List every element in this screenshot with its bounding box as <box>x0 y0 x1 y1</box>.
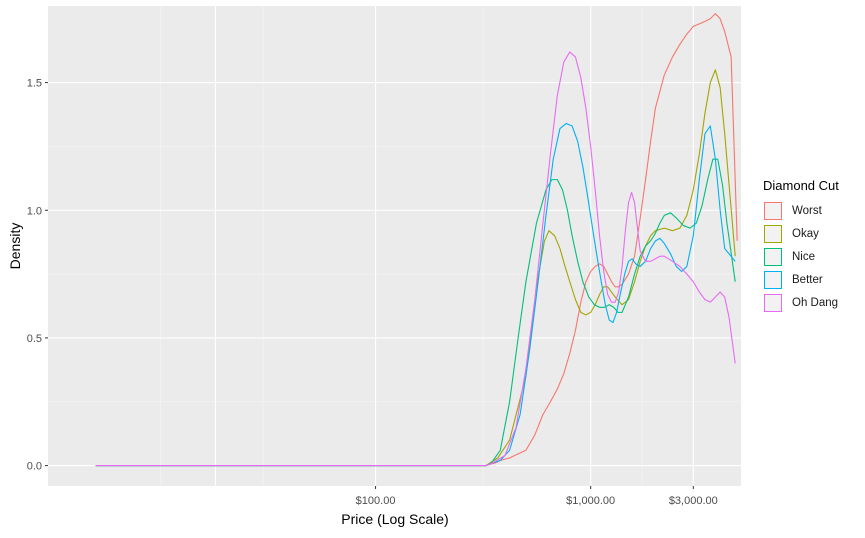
series-line-worst <box>95 13 738 467</box>
legend-item: Nice <box>763 245 863 268</box>
legend-items: Worst Okay Nice Better Oh Dang <box>763 199 863 314</box>
series-line-okay <box>95 69 736 467</box>
series-line-better <box>95 122 736 467</box>
plot-panel <box>48 6 741 486</box>
legend-label: Worst <box>792 204 822 217</box>
y-axis-title: Density <box>7 223 23 270</box>
grid-layer <box>48 6 741 486</box>
legend-label: Oh Dang <box>792 296 839 309</box>
legend: Diamond Cut Worst Okay Nice Better Oh Dang <box>763 178 863 314</box>
series-line-nice <box>95 158 736 467</box>
x-axis-title: Price (Log Scale) <box>341 511 448 527</box>
legend-item: Oh Dang <box>763 291 863 314</box>
legend-key <box>764 224 782 243</box>
x-tick-label: $1,000.00 <box>566 495 615 507</box>
y-tick-label: 0.0 <box>27 461 42 473</box>
axis-layer: 0.0 0.5 1.0 1.5 $100.00 $1,000.00 $3,000.00 <box>27 78 718 507</box>
x-tick-label: $100.00 <box>356 495 396 507</box>
series-line-oh-dang <box>95 51 736 467</box>
legend-label: Better <box>792 273 823 286</box>
legend-title: Diamond Cut <box>763 178 839 193</box>
legend-key <box>764 293 782 312</box>
legend-key <box>764 201 782 220</box>
y-tick-label: 0.5 <box>27 333 42 345</box>
y-tick-label: 1.0 <box>27 205 42 217</box>
legend-key <box>764 270 782 289</box>
legend-item: Okay <box>763 222 863 245</box>
legend-label: Nice <box>792 250 816 263</box>
series-layer <box>95 13 738 467</box>
legend-item: Better <box>763 268 863 291</box>
y-tick-label: 1.5 <box>27 78 42 90</box>
x-tick-label: $3,000.00 <box>669 495 718 507</box>
legend-item: Worst <box>763 199 863 222</box>
legend-key <box>764 247 782 266</box>
legend-label: Okay <box>792 227 819 240</box>
